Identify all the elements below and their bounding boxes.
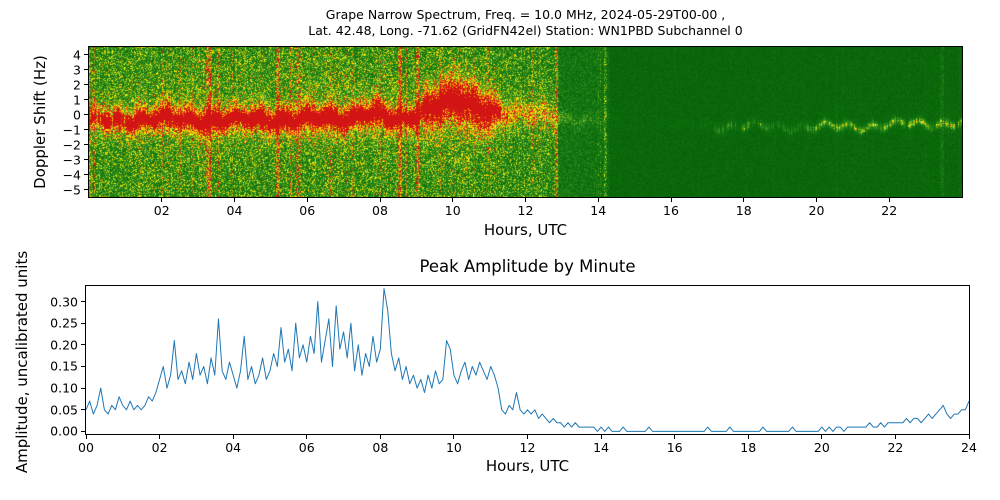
- amplitude-series-line: [86, 288, 969, 432]
- x-tick-mark: [306, 198, 308, 202]
- x-tick-label: 20: [813, 440, 830, 455]
- x-tick-label: 10: [444, 203, 461, 218]
- x-tick-mark: [670, 198, 672, 202]
- x-tick-mark: [379, 198, 381, 202]
- y-tick-label: −1: [62, 122, 81, 137]
- x-tick-label: 02: [153, 203, 170, 218]
- y-tick-mark: [84, 99, 88, 100]
- y-tick-mark: [84, 129, 88, 130]
- x-tick-label: 06: [298, 440, 315, 455]
- x-tick-label: 16: [663, 203, 679, 218]
- amplitude-line-chart: [86, 288, 969, 432]
- x-tick-mark: [379, 435, 381, 439]
- x-tick-label: 14: [590, 203, 607, 218]
- y-tick-label: 4: [73, 47, 81, 62]
- x-tick-mark: [453, 435, 455, 439]
- y-tick-label: −4: [62, 167, 81, 182]
- y-tick-label: −3: [62, 152, 81, 167]
- y-tick-label: 0.10: [50, 380, 78, 396]
- y-tick-mark: [81, 409, 85, 411]
- x-tick-label: 10: [445, 440, 462, 455]
- y-tick-mark: [81, 344, 85, 346]
- x-tick-mark: [888, 198, 890, 202]
- x-tick-mark: [747, 435, 749, 439]
- x-tick-mark: [597, 198, 599, 202]
- y-tick-label: 0: [73, 107, 81, 122]
- x-tick-mark: [232, 435, 234, 439]
- y-tick-mark: [84, 144, 88, 145]
- x-tick-label: 24: [961, 440, 977, 455]
- x-tick-label: 12: [517, 203, 534, 218]
- x-tick-mark: [674, 435, 676, 439]
- y-tick-label: 0.25: [50, 315, 78, 331]
- spectrogram-title-line2: Lat. 42.48, Long. -71.62 (GridFN42el) St…: [308, 23, 743, 38]
- x-tick-label: 18: [740, 440, 757, 455]
- x-tick-mark: [525, 198, 526, 202]
- y-tick-mark: [81, 301, 85, 303]
- x-tick-mark: [968, 435, 970, 439]
- x-tick-mark: [743, 198, 745, 202]
- y-tick-label: 0.15: [50, 358, 78, 374]
- spectrogram-x-axis-label: Hours, UTC: [483, 221, 568, 239]
- y-tick-mark: [84, 189, 88, 190]
- y-tick-mark: [84, 174, 88, 175]
- y-tick-label: 0.00: [50, 423, 78, 439]
- y-tick-mark: [81, 387, 85, 389]
- spectrogram-canvas: [89, 47, 962, 197]
- x-tick-label: 08: [372, 440, 389, 455]
- y-tick-label: 0.20: [50, 337, 78, 353]
- y-tick-mark: [84, 54, 88, 55]
- x-tick-label: 08: [372, 203, 388, 218]
- amplitude-plot-area: [85, 285, 970, 435]
- x-tick-label: 04: [226, 203, 243, 218]
- y-tick-label: 0.05: [50, 402, 78, 418]
- y-tick-mark: [81, 430, 85, 432]
- y-tick-label: 2: [73, 77, 81, 92]
- x-tick-label: 04: [225, 440, 242, 455]
- x-tick-label: 12: [519, 440, 536, 455]
- x-tick-mark: [159, 435, 161, 439]
- x-tick-label: 18: [735, 203, 752, 218]
- amplitude-x-axis-label: Hours, UTC: [485, 457, 570, 475]
- y-tick-mark: [84, 159, 88, 160]
- y-tick-label: 0.30: [50, 294, 78, 310]
- spectrogram-plot-area: [88, 46, 963, 198]
- x-tick-label: 06: [299, 203, 316, 218]
- x-tick-label: 22: [881, 203, 898, 218]
- y-tick-mark: [81, 365, 85, 367]
- x-tick-mark: [894, 435, 896, 439]
- y-tick-mark: [84, 114, 88, 115]
- x-tick-label: 16: [666, 440, 683, 455]
- x-tick-mark: [85, 435, 87, 439]
- x-tick-mark: [234, 198, 235, 202]
- y-tick-mark: [81, 322, 85, 324]
- y-tick-label: −5: [62, 182, 81, 197]
- y-tick-label: −2: [62, 137, 81, 152]
- x-tick-label: 14: [593, 440, 610, 455]
- x-tick-label: 22: [887, 440, 904, 455]
- x-tick-mark: [306, 435, 308, 439]
- y-tick-label: 3: [73, 62, 81, 77]
- x-tick-label: 00: [78, 440, 94, 455]
- spectrogram-title-line1: Grape Narrow Spectrum, Freq. = 10.0 MHz,…: [325, 7, 726, 22]
- x-tick-mark: [527, 435, 528, 439]
- x-tick-label: 02: [151, 440, 168, 455]
- x-tick-mark: [452, 198, 454, 202]
- x-tick-label: 20: [808, 203, 825, 218]
- x-tick-mark: [600, 435, 602, 439]
- x-tick-mark: [821, 435, 823, 439]
- amplitude-title: Peak Amplitude by Minute: [419, 257, 636, 276]
- x-tick-mark: [161, 198, 163, 202]
- y-tick-mark: [84, 84, 88, 85]
- y-tick-mark: [84, 69, 88, 70]
- x-tick-mark: [816, 198, 817, 202]
- y-tick-label: 1: [73, 92, 81, 107]
